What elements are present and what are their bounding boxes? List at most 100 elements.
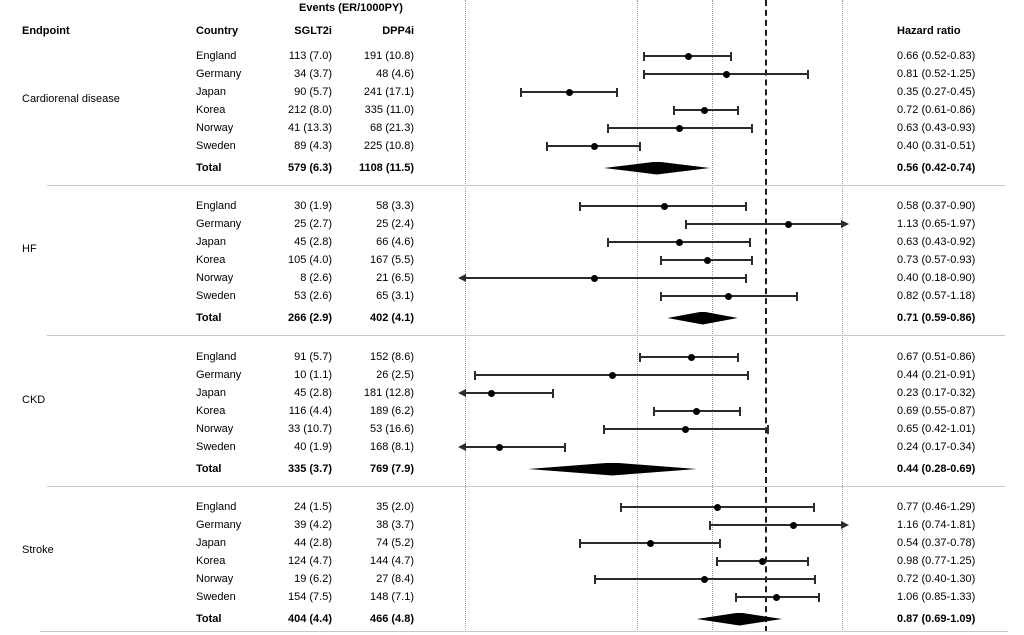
whisker-cap bbox=[745, 273, 748, 283]
whisker-cap bbox=[672, 105, 675, 115]
section-separator-line bbox=[47, 185, 1005, 186]
diamond-marker bbox=[696, 612, 783, 626]
arrow-left-icon bbox=[458, 389, 467, 397]
dpp4i-cell: 191 (10.8) bbox=[363, 50, 414, 62]
dpp4i-cell: 167 (5.5) bbox=[369, 254, 414, 266]
hazard-ratio-cell: 0.72 (0.40-1.30) bbox=[897, 573, 976, 585]
total-dpp4i-cell: 1108 (11.5) bbox=[358, 162, 414, 174]
sglt2i-cell: 39 (4.2) bbox=[294, 519, 332, 531]
whisker-cap bbox=[751, 123, 754, 133]
total-country-cell: Total bbox=[196, 613, 222, 625]
sglt2i-cell: 91 (5.7) bbox=[294, 351, 332, 363]
dpp4i-cell: 65 (3.1) bbox=[376, 290, 414, 302]
whisker-cap bbox=[639, 141, 642, 151]
sglt2i-cell: 10 (1.1) bbox=[294, 369, 332, 381]
whisker-cap bbox=[818, 592, 821, 602]
country-cell: Korea bbox=[196, 104, 226, 116]
dpp4i-cell: 181 (12.8) bbox=[363, 387, 414, 399]
sglt2i-cell: 212 (8.0) bbox=[287, 104, 332, 116]
point-marker bbox=[488, 389, 496, 397]
whisker-cap bbox=[806, 69, 809, 79]
arrow-left-icon bbox=[458, 274, 467, 282]
ci-line bbox=[465, 392, 554, 394]
whisker-cap bbox=[602, 424, 605, 434]
point-marker bbox=[723, 70, 731, 78]
country-cell: Korea bbox=[196, 405, 226, 417]
hazard-ratio-cell: 0.65 (0.42-1.01) bbox=[897, 423, 976, 435]
country-cell: Korea bbox=[196, 254, 226, 266]
section-separator-line bbox=[47, 486, 1005, 487]
sglt2i-cell: 30 (1.9) bbox=[294, 200, 332, 212]
whisker-cap bbox=[684, 219, 687, 229]
sglt2i-column-header: SGLT2i bbox=[294, 25, 332, 37]
whisker-cap bbox=[619, 502, 622, 512]
dpp4i-cell: 27 (8.4) bbox=[376, 573, 414, 585]
sglt2i-cell: 53 (2.6) bbox=[294, 290, 332, 302]
hazard-ratio-cell: 0.81 (0.52-1.25) bbox=[897, 68, 976, 80]
total-country-cell: Total bbox=[196, 463, 222, 475]
gridline bbox=[841, 0, 843, 632]
whisker-cap bbox=[736, 352, 739, 362]
dpp4i-column-header: DPP4i bbox=[382, 25, 414, 37]
point-marker bbox=[773, 593, 781, 601]
whisker-cap bbox=[607, 237, 610, 247]
point-marker bbox=[660, 202, 668, 210]
dpp4i-cell: 144 (4.7) bbox=[369, 555, 414, 567]
whisker-cap bbox=[615, 87, 618, 97]
dpp4i-cell: 38 (3.7) bbox=[376, 519, 414, 531]
ci-line bbox=[465, 277, 747, 279]
sglt2i-cell: 25 (2.7) bbox=[294, 218, 332, 230]
diamond-marker bbox=[528, 462, 697, 476]
whisker-cap bbox=[660, 255, 663, 265]
whisker-cap bbox=[579, 201, 582, 211]
point-marker bbox=[591, 274, 599, 282]
gridline bbox=[465, 0, 467, 632]
whisker-cap bbox=[660, 291, 663, 301]
endpoint-label: HF bbox=[22, 243, 37, 255]
dpp4i-cell: 58 (3.3) bbox=[376, 200, 414, 212]
hazard-ratio-cell: 0.73 (0.57-0.93) bbox=[897, 254, 976, 266]
hazard-ratio-cell: 0.23 (0.17-0.32) bbox=[897, 387, 976, 399]
sglt2i-cell: 45 (2.8) bbox=[294, 387, 332, 399]
country-cell: England bbox=[196, 501, 237, 513]
total-dpp4i-cell: 466 (4.8) bbox=[369, 613, 414, 625]
dpp4i-cell: 168 (8.1) bbox=[369, 441, 414, 453]
gridline bbox=[636, 0, 638, 632]
sglt2i-cell: 41 (13.3) bbox=[287, 122, 332, 134]
hazard-ratio-cell: 0.63 (0.43-0.93) bbox=[897, 122, 976, 134]
point-marker bbox=[684, 52, 692, 60]
total-sglt2i-cell: 579 (6.3) bbox=[287, 162, 332, 174]
whisker-cap bbox=[813, 574, 816, 584]
dpp4i-cell: 53 (16.6) bbox=[369, 423, 414, 435]
ci-line bbox=[685, 223, 842, 225]
point-marker bbox=[701, 575, 709, 583]
whisker-cap bbox=[751, 255, 754, 265]
arrow-left-icon bbox=[458, 443, 467, 451]
total-dpp4i-cell: 769 (7.9) bbox=[369, 463, 414, 475]
hazard-ratio-cell: 0.40 (0.31-0.51) bbox=[897, 140, 976, 152]
country-cell: Sweden bbox=[196, 441, 236, 453]
dpp4i-cell: 68 (21.3) bbox=[369, 122, 414, 134]
whisker-cap bbox=[806, 556, 809, 566]
sglt2i-cell: 40 (1.9) bbox=[294, 441, 332, 453]
country-cell: Japan bbox=[196, 86, 226, 98]
diamond-marker bbox=[667, 311, 738, 325]
point-marker bbox=[591, 142, 599, 150]
endpoint-label: Stroke bbox=[22, 544, 54, 556]
sglt2i-cell: 113 (7.0) bbox=[288, 50, 332, 62]
arrow-right-icon bbox=[840, 521, 849, 529]
point-marker bbox=[682, 425, 690, 433]
sglt2i-cell: 116 (4.4) bbox=[288, 405, 332, 417]
events-column-group-title: Events (ER/1000PY) bbox=[299, 2, 403, 14]
point-marker bbox=[701, 106, 709, 114]
point-marker bbox=[676, 124, 684, 132]
country-cell: Sweden bbox=[196, 290, 236, 302]
whisker-cap bbox=[749, 237, 752, 247]
bottom-rule bbox=[40, 631, 1008, 632]
dpp4i-cell: 35 (2.0) bbox=[376, 501, 414, 513]
dpp4i-cell: 74 (5.2) bbox=[376, 537, 414, 549]
sglt2i-cell: 33 (10.7) bbox=[287, 423, 332, 435]
whisker-cap bbox=[473, 370, 476, 380]
dpp4i-cell: 25 (2.4) bbox=[376, 218, 414, 230]
country-column-header: Country bbox=[196, 25, 239, 37]
